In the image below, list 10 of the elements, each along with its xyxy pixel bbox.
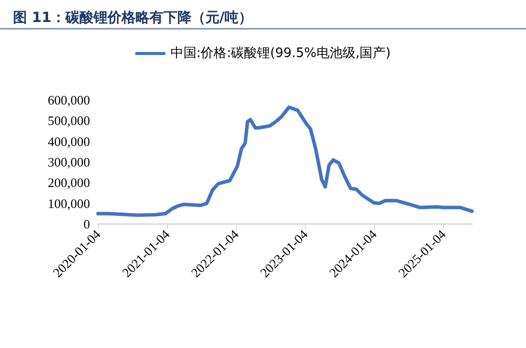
legend-label: 中国:价格:碳酸锂(99.5%电池级,国产)	[170, 46, 391, 61]
y-tick-label: 300,000	[48, 154, 90, 170]
y-tick-label: 400,000	[48, 134, 90, 149]
chart-title: 图 11：碳酸锂价格略有下降（元/吨）	[13, 10, 252, 26]
line-series	[96, 105, 474, 217]
y-tick-label: 500,000	[48, 113, 90, 128]
y-tick-label: 600,000	[48, 92, 90, 108]
y-tick-label: 100,000	[48, 196, 90, 211]
y-tick-label: 200,000	[48, 175, 90, 190]
y-tick-label: 0	[84, 216, 90, 232]
